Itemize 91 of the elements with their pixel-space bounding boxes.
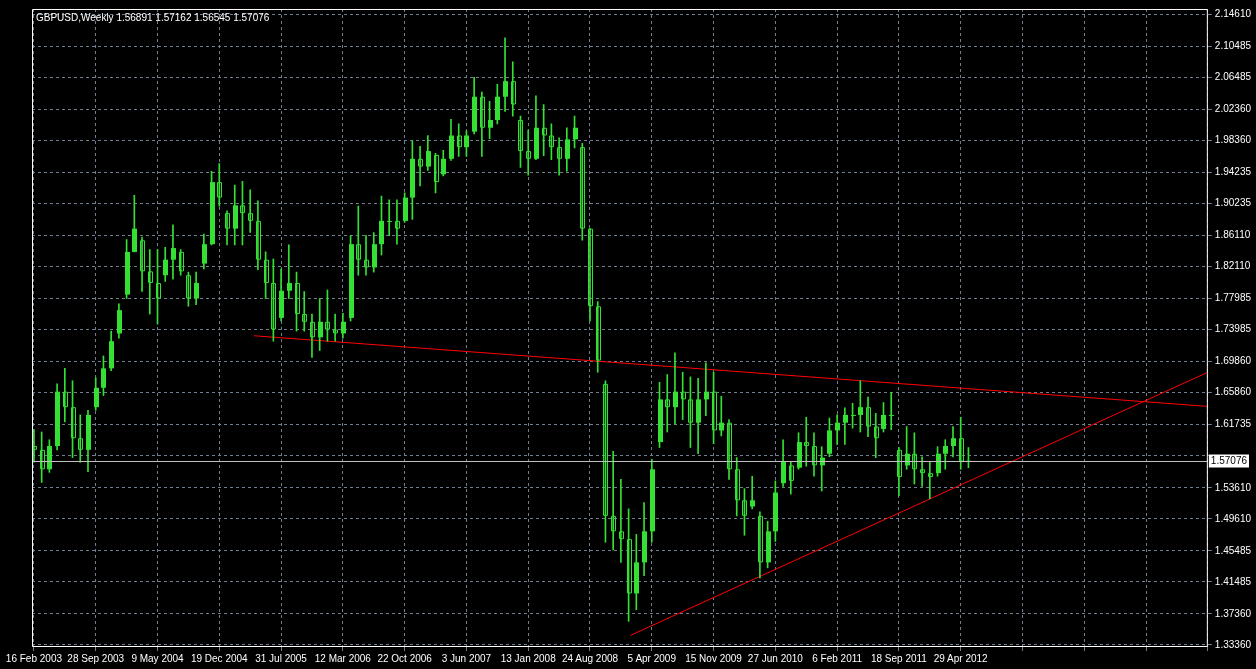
candlestick bbox=[619, 479, 624, 563]
candlestick bbox=[611, 451, 616, 551]
y-tick-label: 1.65860 bbox=[1214, 386, 1252, 398]
candlestick bbox=[387, 199, 392, 236]
y-tick-label: 2.10485 bbox=[1214, 40, 1252, 52]
x-tick-label: 18 Sep 2011 bbox=[870, 652, 928, 664]
candlestick bbox=[673, 352, 678, 425]
candlestick bbox=[217, 163, 222, 207]
x-tick-label: 24 Aug 2008 bbox=[561, 652, 619, 664]
x-tick-label: 12 Mar 2006 bbox=[314, 652, 372, 664]
candlestick bbox=[557, 137, 562, 176]
candlestick bbox=[302, 291, 307, 332]
y-tick-label: 1.41485 bbox=[1214, 575, 1252, 587]
y-tick-label: 1.77985 bbox=[1214, 292, 1252, 304]
candlestick bbox=[874, 413, 879, 458]
candlestick bbox=[897, 447, 902, 496]
x-tick-label: 31 Jul 2005 bbox=[255, 652, 308, 664]
candlestick bbox=[418, 146, 423, 187]
candlestick bbox=[889, 392, 894, 431]
candlestick bbox=[843, 407, 848, 445]
candlestick bbox=[858, 380, 863, 433]
y-tick-label: 1.69860 bbox=[1214, 355, 1252, 367]
candlestick bbox=[789, 461, 794, 495]
y-tick-label: 1.90235 bbox=[1214, 197, 1252, 209]
y-tick-label: 2.14610 bbox=[1214, 8, 1252, 20]
candlestick bbox=[171, 224, 176, 280]
y-tick-label: 2.02360 bbox=[1214, 103, 1252, 115]
candlestick bbox=[665, 374, 670, 433]
candlestick bbox=[395, 199, 400, 245]
candlestick bbox=[526, 129, 531, 176]
y-tick-label: 1.82110 bbox=[1214, 260, 1251, 272]
candlestick bbox=[287, 244, 292, 299]
candlestick bbox=[866, 396, 871, 437]
x-tick-label: 22 Oct 2006 bbox=[377, 652, 433, 664]
candlestick bbox=[580, 142, 585, 241]
candlestick bbox=[835, 414, 840, 445]
candlestick bbox=[78, 414, 83, 463]
x-tick-label: 19 Dec 2004 bbox=[190, 652, 249, 664]
candlestick bbox=[804, 416, 809, 467]
candlestick bbox=[225, 210, 230, 246]
candlestick bbox=[511, 61, 516, 117]
candlestick bbox=[758, 511, 763, 579]
candlestick bbox=[248, 189, 253, 233]
x-tick-label: 9 May 2004 bbox=[131, 652, 185, 664]
x-tick-label: 5 Apr 2009 bbox=[627, 652, 677, 664]
y-tick-label: 1.53610 bbox=[1214, 481, 1252, 493]
y-tick-label: 1.45485 bbox=[1214, 544, 1252, 556]
candlestick bbox=[503, 37, 508, 112]
candlestick bbox=[356, 205, 361, 276]
x-tick-label: 29 Apr 2012 bbox=[933, 652, 989, 664]
candlestick bbox=[719, 395, 724, 437]
candlestick bbox=[480, 91, 485, 157]
y-tick-label: 1.33360 bbox=[1214, 638, 1252, 650]
y-tick-label: 1.37360 bbox=[1214, 607, 1252, 619]
candlestick bbox=[179, 249, 184, 276]
candlestick bbox=[951, 426, 956, 458]
candlestick bbox=[148, 249, 153, 315]
candlestick bbox=[959, 416, 964, 470]
x-tick-label: 3 Jun 2007 bbox=[441, 652, 492, 664]
y-tick-label: 1.73985 bbox=[1214, 323, 1252, 335]
candlestick bbox=[457, 123, 462, 157]
candlestick bbox=[596, 301, 601, 373]
candlestick bbox=[727, 419, 732, 480]
candlestick bbox=[681, 371, 686, 420]
x-tick-label: 27 Jun 2010 bbox=[747, 652, 804, 664]
ref-line-label: 1.57076 bbox=[1210, 455, 1248, 467]
candlestick bbox=[333, 313, 338, 342]
candlestick bbox=[364, 235, 369, 276]
candlestick bbox=[310, 313, 315, 358]
candlestick bbox=[704, 362, 709, 417]
x-tick-label: 16 Feb 2003 bbox=[5, 652, 63, 664]
candlestick bbox=[750, 475, 755, 510]
y-tick-label: 1.86110 bbox=[1214, 229, 1251, 241]
candlestick bbox=[140, 236, 145, 292]
y-tick-label: 2.06485 bbox=[1214, 71, 1252, 83]
candlestick bbox=[920, 456, 925, 487]
x-tick-label: 28 Sep 2003 bbox=[67, 652, 125, 664]
y-tick-label: 1.94235 bbox=[1214, 166, 1252, 178]
chart-title: GBPUSD,Weekly 1.56891 1.57162 1.56545 1.57076 bbox=[36, 11, 270, 23]
y-tick-label: 1.98360 bbox=[1214, 134, 1252, 146]
x-tick-label: 13 Jan 2008 bbox=[500, 652, 557, 664]
candlestick bbox=[928, 461, 933, 500]
candlestick bbox=[256, 200, 261, 271]
y-tick-label: 1.61735 bbox=[1214, 418, 1252, 430]
y-tick-label: 1.49610 bbox=[1214, 512, 1252, 524]
candlestick bbox=[588, 228, 593, 322]
x-tick-label: 6 Feb 2011 bbox=[812, 652, 863, 664]
candlestick bbox=[63, 368, 68, 423]
x-tick-label: 15 Nov 2009 bbox=[685, 652, 743, 664]
candlestick bbox=[812, 432, 817, 477]
candlestick bbox=[735, 457, 740, 517]
